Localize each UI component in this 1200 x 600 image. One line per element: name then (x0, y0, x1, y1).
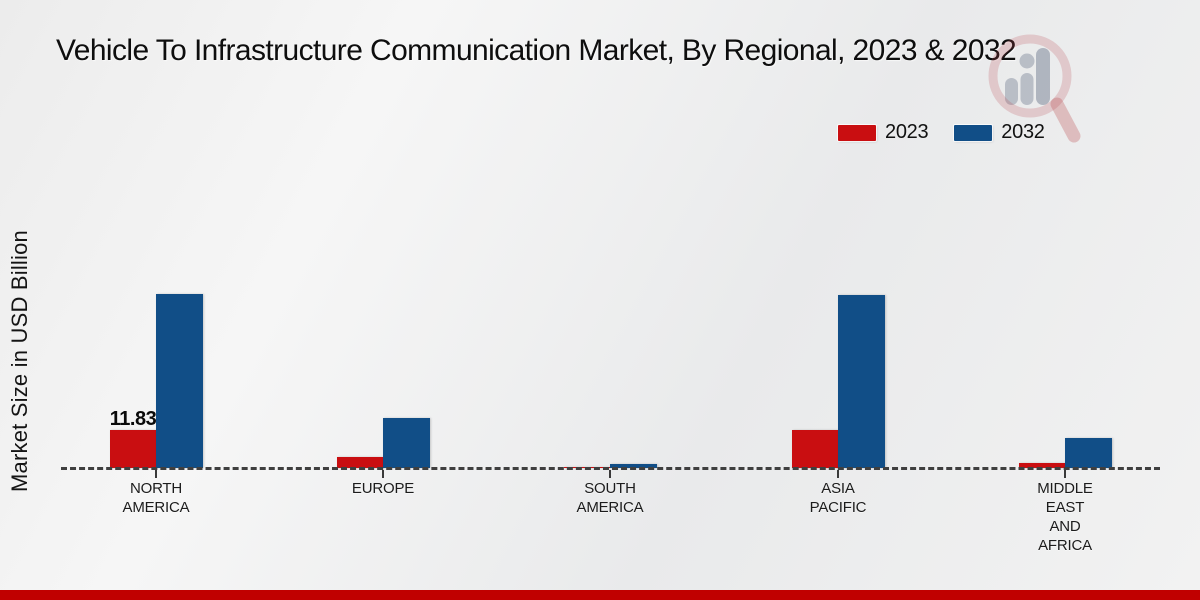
x-axis-label-north-america: NORTH AMERICA (122, 480, 190, 516)
x-axis-tick (609, 470, 611, 478)
chart-title: Vehicle To Infrastructure Communication … (56, 34, 1017, 67)
bar-2032-europe (383, 418, 430, 469)
legend-label-2032: 2032 (1001, 121, 1045, 143)
bar-2032-north-america (156, 294, 203, 469)
x-axis-label-middle-east-and-africa: MIDDLE EAST AND AFRICA (1037, 480, 1093, 554)
x-axis-label-europe: EUROPE (351, 480, 415, 497)
magnifier-bar-chart-logo-icon (988, 34, 1081, 143)
legend-swatch-2023 (838, 124, 876, 141)
x-axis-tick (382, 470, 384, 478)
bar-2023-europe (337, 457, 383, 469)
data-label-2023: 11.83 (109, 407, 157, 430)
x-axis-tick (155, 470, 157, 478)
x-axis-label-asia-pacific: ASIA PACIFIC (809, 480, 867, 516)
bar-2023-north-america (110, 429, 156, 469)
legend-swatch-2032 (954, 124, 993, 141)
bar-2032-south-america (610, 463, 657, 469)
x-axis-tick (837, 470, 839, 478)
legend-item-2023: 2023 (838, 121, 929, 144)
x-axis-label-south-america: SOUTH AMERICA (576, 480, 644, 516)
x-axis-tick (1064, 470, 1066, 478)
legend-item-2032: 2032 (954, 121, 1045, 144)
bar-2023-middle-east-and-africa (1019, 462, 1065, 469)
footer-accent-bar (0, 590, 1200, 600)
legend: 2023 2032 (838, 121, 1045, 144)
bar-2023-asia-pacific (792, 429, 838, 469)
bar-2032-middle-east-and-africa (1065, 437, 1112, 469)
x-axis-baseline (61, 467, 1160, 470)
legend-label-2023: 2023 (885, 121, 929, 143)
bar-2032-asia-pacific (838, 295, 885, 469)
